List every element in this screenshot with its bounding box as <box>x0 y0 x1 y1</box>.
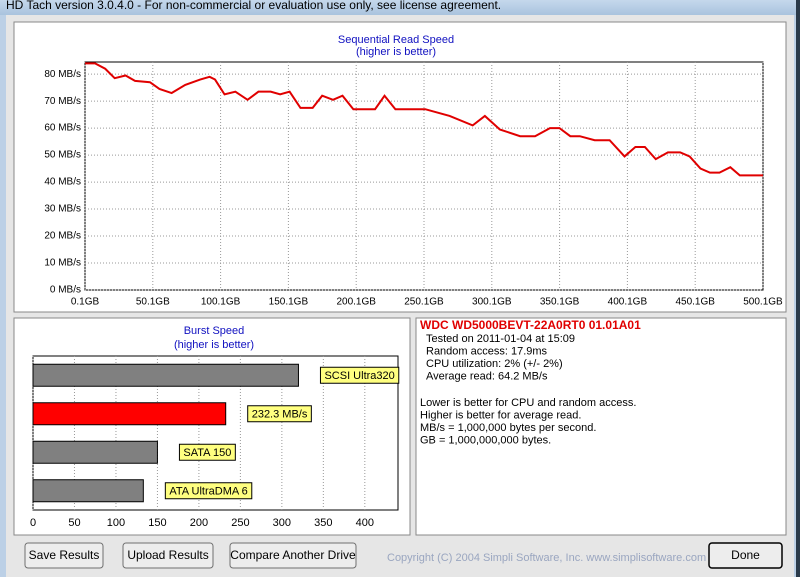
result-line: Average read: 64.2 MB/s <box>426 370 548 382</box>
button[interactable] <box>24 542 104 569</box>
title-bar <box>0 0 796 15</box>
button[interactable] <box>229 542 357 569</box>
bar-label-box <box>164 482 253 500</box>
result-line: Random access: 17.9ms <box>426 345 548 357</box>
burst-title: Burst Speed <box>184 325 245 337</box>
x-tick-label: 500.1GB <box>743 297 783 308</box>
y-tick-label: 50 MB/s <box>44 150 81 161</box>
x-tick-label: 0 <box>30 517 36 529</box>
x-tick-label: 250.1GB <box>404 297 444 308</box>
copyright: Copyright (C) 2004 Simpli Software, Inc.… <box>387 552 706 564</box>
result-line: Tested on 2011-01-04 at 15:09 <box>426 333 575 345</box>
bar-label: ATA UltraDMA 6 <box>169 486 247 498</box>
button-label[interactable]: Done <box>731 548 760 562</box>
bar <box>32 479 144 503</box>
bar-label-box <box>247 405 312 423</box>
y-tick-label: 40 MB/s <box>44 177 81 188</box>
x-tick-label: 350 <box>314 517 332 529</box>
button-label[interactable]: Save Results <box>29 548 100 562</box>
note-line: Lower is better for CPU and random acces… <box>420 397 636 409</box>
button-label[interactable]: Upload Results <box>127 548 208 562</box>
info-panel <box>415 317 787 536</box>
x-tick-label: 100.1GB <box>201 297 241 308</box>
y-tick-label: 20 MB/s <box>44 231 81 242</box>
drive-name: WDC WD5000BEVT-22A0RT0 01.01A01 <box>420 318 641 332</box>
x-tick-label: 200.1GB <box>336 297 376 308</box>
button[interactable] <box>122 542 214 569</box>
x-tick-label: 300.1GB <box>472 297 512 308</box>
y-tick-label: 80 MB/s <box>44 69 81 80</box>
result-line: CPU utilization: 2% (+/- 2%) <box>426 358 563 370</box>
x-tick-label: 150 <box>148 517 166 529</box>
x-tick-label: 50 <box>68 517 80 529</box>
y-tick-label: 10 MB/s <box>44 258 81 269</box>
bar-label: 232.3 MB/s <box>252 409 308 421</box>
bar-label-box <box>319 366 400 384</box>
bar <box>32 440 158 464</box>
note-line: MB/s = 1,000,000 bytes per second. <box>420 422 596 434</box>
x-tick-label: 350.1GB <box>540 297 580 308</box>
bar-label-box <box>178 443 236 461</box>
burst-subtitle: (higher is better) <box>174 339 254 351</box>
y-tick-label: 60 MB/s <box>44 123 81 134</box>
bar <box>32 363 299 387</box>
x-tick-label: 300 <box>273 517 291 529</box>
x-tick-label: 250 <box>231 517 249 529</box>
note-line: Higher is better for average read. <box>420 409 581 421</box>
x-tick-label: 150.1GB <box>269 297 309 308</box>
window-title: HD Tach version 3.0.4.0 - For non-commer… <box>6 0 501 12</box>
x-tick-label: 0.1GB <box>71 297 100 308</box>
read-line <box>85 62 763 177</box>
x-tick-label: 400 <box>356 517 374 529</box>
note-line: GB = 1,000,000,000 bytes. <box>420 434 551 446</box>
y-tick-label: 70 MB/s <box>44 96 81 107</box>
y-tick-label: 30 MB/s <box>44 204 81 215</box>
y-tick-label: 0 MB/s <box>50 285 81 296</box>
x-tick-label: 400.1GB <box>608 297 648 308</box>
bar-label: SCSI Ultra320 <box>324 370 394 382</box>
x-tick-label: 450.1GB <box>675 297 715 308</box>
x-tick-label: 100 <box>107 517 125 529</box>
button-label[interactable]: Compare Another Drive <box>230 548 356 562</box>
bar-label: SATA 150 <box>183 447 231 459</box>
read-subtitle: (higher is better) <box>356 46 436 58</box>
x-tick-label: 200 <box>190 517 208 529</box>
bar <box>32 402 227 426</box>
read-title: Sequential Read Speed <box>338 34 454 46</box>
button[interactable] <box>708 542 783 569</box>
x-tick-label: 50.1GB <box>136 297 170 308</box>
